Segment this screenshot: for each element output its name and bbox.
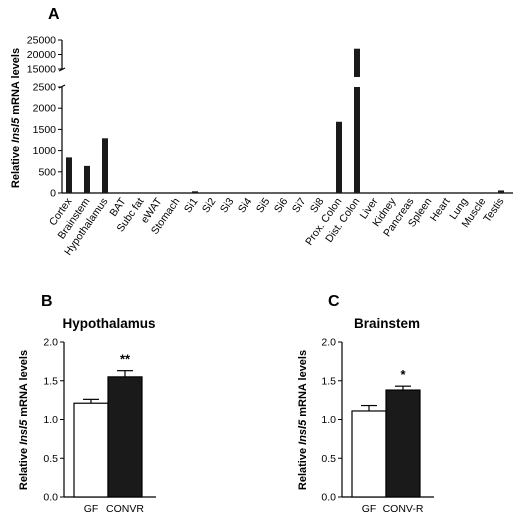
- chart-c-bar: [385, 389, 421, 498]
- chart-b-hypothalamus-bar-chart: 0.0 0.5 1.0 1.5 2.0 GF CONVR **: [43, 337, 156, 515]
- chart-c-y-tick-label: 1.5: [321, 375, 336, 387]
- chart-b-ylabel: Relative Insl5 mRNA levels: [18, 350, 30, 490]
- chart-a-category-label: Si1: [182, 196, 201, 215]
- panel-letter-b: B: [41, 293, 53, 310]
- chart-b-bar: [107, 376, 143, 498]
- chart-a-y-tick-label: 20000: [27, 49, 56, 61]
- chart-a-y-tick-label: 2500: [33, 82, 57, 94]
- chart-c-y-tick-label: 2.0: [321, 337, 336, 349]
- chart-a-category-label: Heart: [428, 196, 453, 224]
- chart-a-bar: [192, 191, 198, 193]
- chart-b-y-tick-label: 0.0: [43, 492, 58, 504]
- chart-a-y-tick-label: 15000: [27, 64, 56, 76]
- chart-b-significance-label: **: [120, 352, 131, 367]
- chart-b-y-tick-label: 1.0: [43, 414, 58, 426]
- panel-letter-a: A: [48, 6, 60, 23]
- chart-b-title: Hypothalamus: [62, 316, 155, 331]
- chart-a-category-label: Testis: [481, 196, 506, 225]
- chart-a-ylabel: Relative Insl5 mRNA levels: [10, 48, 22, 188]
- chart-c-brainstem-bar-chart: 0.0 0.5 1.0 1.5 2.0 GF CONV-R *: [321, 337, 434, 515]
- chart-a-bar: [498, 190, 504, 193]
- chart-a-category-label: Si2: [200, 196, 219, 215]
- chart-a-tissue-bar-chart: 05001000150020002500150002000025000Corte…: [27, 35, 513, 258]
- chart-a-category-label: Si5: [254, 196, 273, 215]
- chart-a-bar: [336, 121, 342, 193]
- chart-a-category-label: Si7: [290, 196, 309, 215]
- chart-a-y-tick-label: 0: [50, 188, 56, 200]
- chart-c-y-tick-label: 0.5: [321, 453, 336, 465]
- chart-a-y-tick-label: 1500: [33, 124, 57, 136]
- chart-a-y-tick-label: 1000: [33, 145, 57, 157]
- chart-a-y-tick-label: 500: [38, 166, 56, 178]
- chart-b-y-tick-label: 2.0: [43, 337, 58, 349]
- chart-a-y-tick-label: 25000: [27, 35, 56, 47]
- chart-a-y-tick-label: 2000: [33, 103, 57, 115]
- chart-c-category-label: GF: [362, 503, 377, 515]
- chart-b-category-label: CONVR: [106, 503, 144, 515]
- chart-a-bar: [84, 165, 90, 193]
- chart-c-y-tick-label: 1.0: [321, 414, 336, 426]
- chart-c-significance-label: *: [400, 367, 406, 382]
- chart-c-category-label: CONV-R: [383, 503, 424, 515]
- chart-a-bar-upper-segment: [354, 48, 360, 77]
- chart-a-bar: [102, 138, 108, 193]
- chart-c-y-tick-label: 0.0: [321, 492, 336, 504]
- chart-c-bar: [351, 410, 387, 498]
- panel-letter-c: C: [328, 293, 340, 310]
- chart-b-y-tick-label: 0.5: [43, 453, 58, 465]
- chart-b-bar: [73, 402, 109, 498]
- chart-a-bar: [66, 157, 72, 193]
- chart-a-category-label: Si4: [236, 196, 255, 215]
- chart-b-y-tick-label: 1.5: [43, 375, 58, 387]
- chart-a-bar: [354, 87, 360, 193]
- chart-c-title: Brainstem: [354, 316, 420, 331]
- chart-a-category-label: Si3: [218, 196, 237, 215]
- chart-c-ylabel: Relative Insl5 mRNA levels: [297, 350, 309, 490]
- chart-a-category-label: Si6: [272, 196, 291, 215]
- chart-b-category-label: GF: [84, 503, 99, 515]
